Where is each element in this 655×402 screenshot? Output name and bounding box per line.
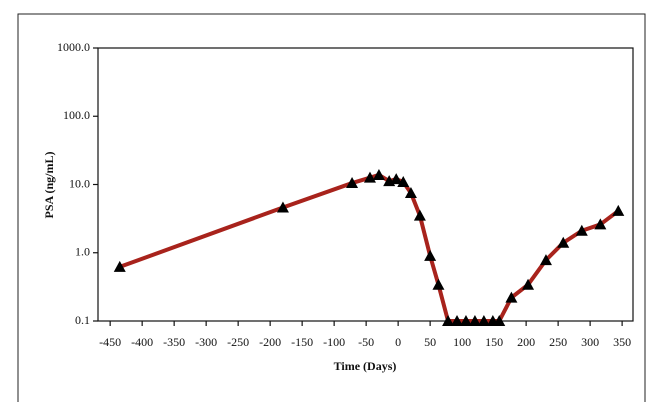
marker xyxy=(493,315,506,326)
marker xyxy=(276,201,289,213)
marker xyxy=(424,249,437,261)
x-tick-label: -150 xyxy=(291,335,313,349)
marker xyxy=(404,187,417,199)
x-tick-label: 150 xyxy=(485,335,503,349)
y-tick-label: 1.0 xyxy=(75,245,90,259)
marker xyxy=(522,278,535,290)
y-tick-label: 0.1 xyxy=(75,313,90,327)
x-tick-label: 200 xyxy=(517,335,535,349)
y-tick-label: 10.0 xyxy=(69,176,90,190)
marker xyxy=(612,204,625,216)
marker xyxy=(505,291,518,303)
x-axis-label: Time (Days) xyxy=(334,359,397,373)
x-tick-label: -400 xyxy=(131,335,153,349)
data-line xyxy=(119,172,620,323)
marker xyxy=(557,236,570,248)
x-tick-label: -250 xyxy=(227,335,249,349)
marker xyxy=(397,175,410,187)
x-tick-label: -350 xyxy=(163,335,185,349)
marker xyxy=(346,177,359,189)
marker xyxy=(442,315,455,326)
y-tick-label: 1000.0 xyxy=(57,40,90,54)
x-tick-label: -100 xyxy=(323,335,345,349)
marker xyxy=(113,260,126,272)
marker xyxy=(468,315,481,326)
marker xyxy=(539,254,552,266)
marker xyxy=(432,278,445,290)
x-tick-label: -450 xyxy=(99,335,121,349)
marker xyxy=(594,218,607,230)
y-tick-label: 100.0 xyxy=(63,108,90,122)
marker xyxy=(413,209,426,221)
x-tick-label: 100 xyxy=(453,335,471,349)
marker xyxy=(372,168,385,180)
marker xyxy=(451,315,464,326)
x-tick-label: 350 xyxy=(613,335,631,349)
x-tick-label: 50 xyxy=(424,335,436,349)
marker xyxy=(390,173,403,185)
x-tick-label: 250 xyxy=(549,335,567,349)
x-tick-label: 300 xyxy=(581,335,599,349)
marker xyxy=(459,315,472,326)
x-tick-label: -200 xyxy=(259,335,281,349)
marker xyxy=(477,315,490,326)
frame xyxy=(17,13,646,402)
marker xyxy=(575,224,588,236)
y-axis-label: PSA (ng/mL) xyxy=(42,151,56,218)
x-tick-label: -50 xyxy=(358,335,374,349)
plot-frame xyxy=(97,47,634,322)
x-tick-label: 0 xyxy=(395,335,401,349)
x-tick-label: -300 xyxy=(195,335,217,349)
